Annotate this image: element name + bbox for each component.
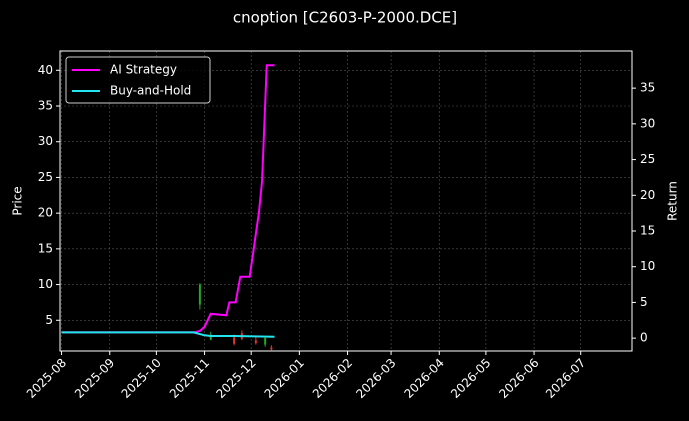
y2-tick-label: 15 [640, 224, 655, 238]
y-tick-label: 20 [38, 206, 53, 220]
y-tick-label: 35 [38, 99, 53, 113]
y-axis-label: Price [11, 186, 25, 215]
legend: AI Strategy Buy-and-Hold [65, 56, 211, 104]
y2-tick-label: 35 [640, 81, 655, 95]
y-tick-label: 25 [38, 170, 53, 184]
candle-body [209, 334, 212, 340]
candle-body [233, 337, 236, 344]
y-tick-label: 10 [38, 277, 53, 291]
y-tick-label: 30 [38, 134, 53, 148]
chart-title: cnoption [C2603-P-2000.DCE] [233, 9, 457, 27]
plot-frame [59, 50, 633, 352]
y2-tick-label: 5 [640, 295, 648, 309]
series-line [61, 331, 275, 338]
y2-tick-label: 0 [640, 331, 648, 345]
y-tick-label: 15 [38, 241, 53, 255]
legend-label: Buy-and-Hold [110, 84, 191, 98]
y2-tick-label: 20 [640, 188, 655, 202]
candle-body [264, 338, 267, 345]
y-tick-label: 40 [38, 63, 53, 77]
candle-body [270, 347, 273, 350]
candle-body [254, 340, 257, 344]
legend-box [65, 56, 211, 104]
y-tick-label: 5 [45, 313, 53, 327]
y2-tick-label: 10 [640, 259, 655, 273]
y2-tick-label: 25 [640, 152, 655, 166]
y2-tick-label: 30 [640, 116, 655, 130]
y2-axis-label: Return [666, 181, 680, 221]
series-line [61, 64, 275, 334]
candle-body [198, 284, 201, 305]
legend-label: AI Strategy [110, 63, 177, 77]
